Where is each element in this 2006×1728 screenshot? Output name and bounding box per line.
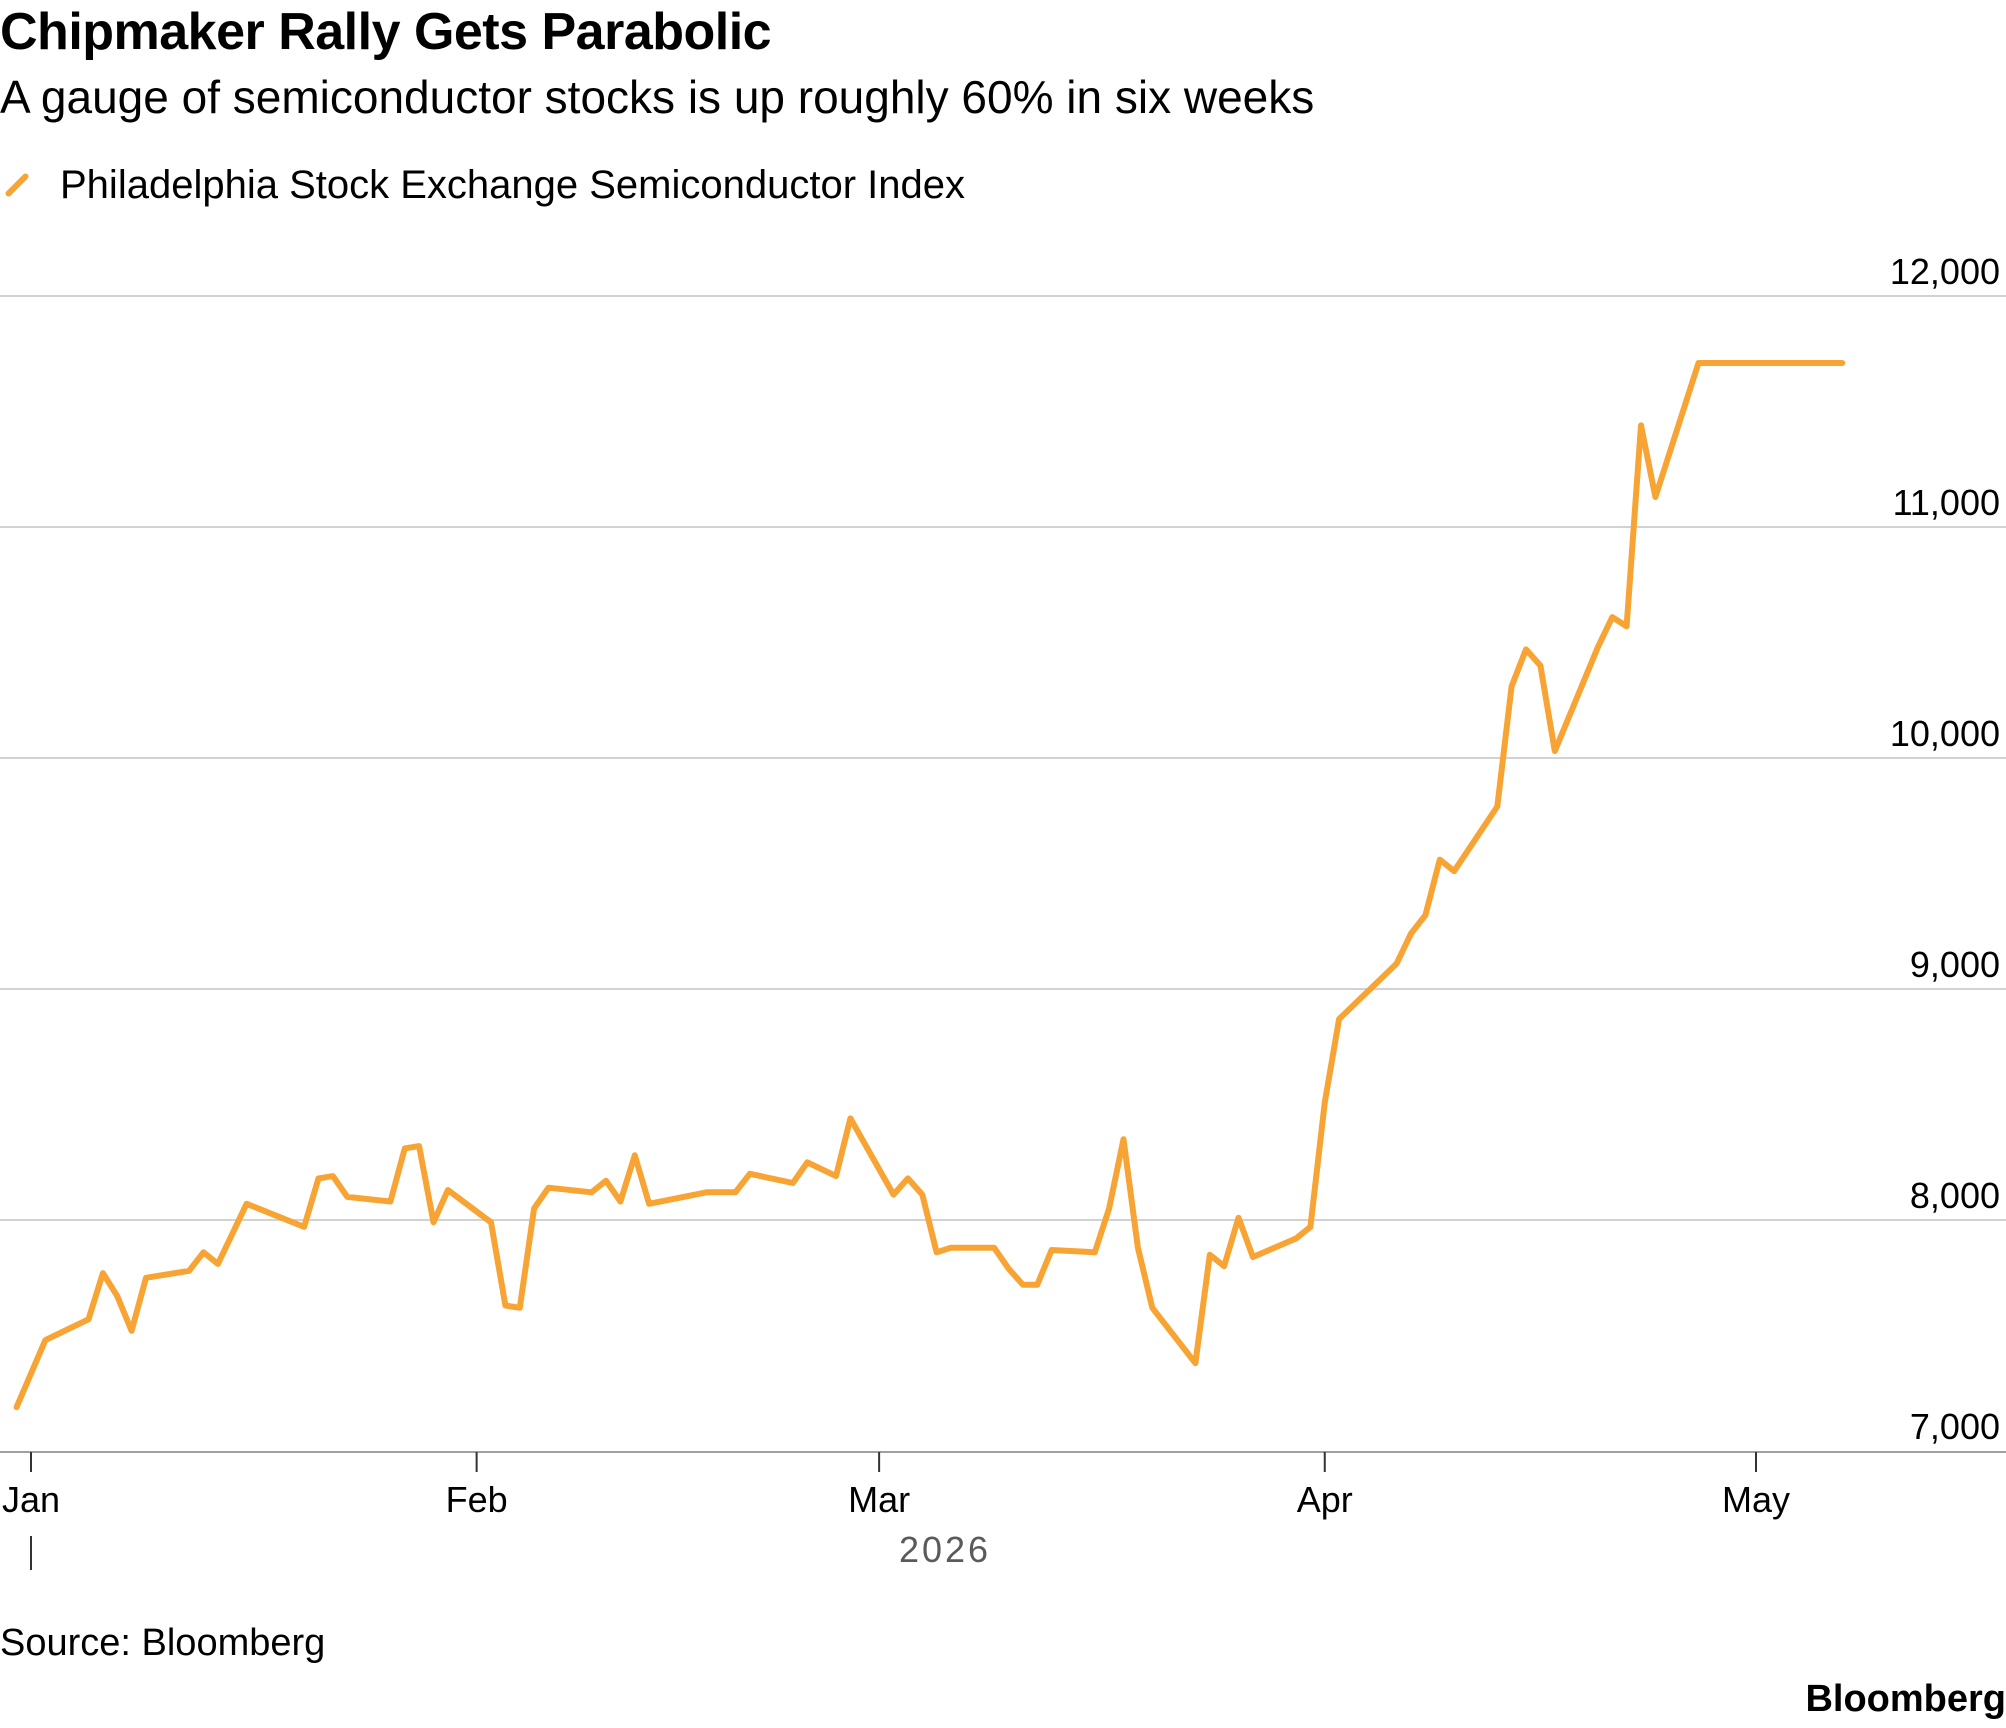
y-tick-label: 8,000: [1910, 1175, 2000, 1216]
chart-subtitle: A gauge of semiconductor stocks is up ro…: [0, 71, 1315, 123]
y-tick-label: 9,000: [1910, 944, 2000, 985]
x-tick-label: Apr: [1297, 1479, 1353, 1520]
x-tick-label: Mar: [848, 1479, 910, 1520]
y-tick-label: 7,000: [1910, 1406, 2000, 1447]
x-tick-label: May: [1722, 1479, 1790, 1520]
chart-title: Chipmaker Rally Gets Parabolic: [0, 3, 772, 61]
series-line: [13, 360, 1846, 1411]
y-tick-label: 10,000: [1890, 713, 2000, 754]
y-tick-label: 12,000: [1890, 251, 2000, 292]
x-tick-label: Jan: [2, 1479, 60, 1520]
y-tick-label: 11,000: [1893, 482, 2000, 523]
legend: Philadelphia Stock Exchange Semiconducto…: [0, 160, 965, 210]
source-note: Source: Bloomberg: [0, 1622, 326, 1664]
year-label: 2026: [899, 1529, 991, 1570]
x-tick-label: Feb: [446, 1479, 508, 1520]
brand-logo: Bloomberg: [1805, 1678, 2006, 1720]
legend-label: Philadelphia Stock Exchange Semiconducto…: [60, 162, 965, 207]
